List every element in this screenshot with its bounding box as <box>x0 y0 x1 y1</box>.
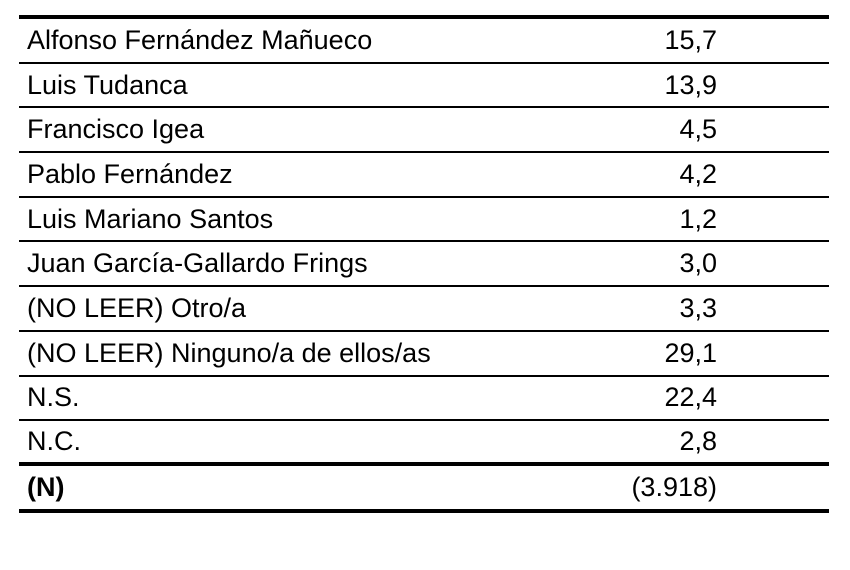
row-label: Pablo Fernández <box>27 158 233 189</box>
table-row: Francisco Igea 4,5 <box>19 108 829 154</box>
results-table: Alfonso Fernández Mañueco 15,7 Luis Tuda… <box>19 15 829 513</box>
total-row: (N) (3.918) <box>19 466 829 513</box>
table-row: (NO LEER) Ninguno/a de ellos/as 29,1 <box>19 332 829 377</box>
row-value: 22,4 <box>664 382 717 413</box>
table-row: N.C. 2,8 <box>19 421 829 466</box>
row-label: N.C. <box>27 426 81 457</box>
row-value: 4,2 <box>679 158 717 189</box>
row-label: N.S. <box>27 382 80 413</box>
table-row: Juan García-Gallardo Frings 3,0 <box>19 242 829 288</box>
row-label: Francisco Igea <box>27 114 205 145</box>
row-label: Luis Mariano Santos <box>27 203 274 234</box>
table-top-rule <box>19 15 829 19</box>
total-value: (3.918) <box>631 471 717 502</box>
row-label: Luis Tudanca <box>27 69 188 100</box>
row-value: 3,3 <box>679 292 717 323</box>
row-value: 29,1 <box>664 337 717 368</box>
row-label: Alfonso Fernández Mañueco <box>27 24 373 55</box>
table-row: (NO LEER) Otro/a 3,3 <box>19 287 829 332</box>
row-value: 3,0 <box>679 248 717 279</box>
row-label: (NO LEER) Ninguno/a de ellos/as <box>27 337 431 368</box>
row-label: (NO LEER) Otro/a <box>27 292 247 323</box>
table-row: Alfonso Fernández Mañueco 15,7 <box>19 19 829 64</box>
table-row: Luis Tudanca 13,9 <box>19 64 829 109</box>
row-value: 4,5 <box>679 114 717 145</box>
row-value: 1,2 <box>679 203 717 234</box>
total-label: (N) <box>27 471 65 502</box>
table-row: Pablo Fernández 4,2 <box>19 153 829 198</box>
row-value: 13,9 <box>664 69 717 100</box>
row-value: 2,8 <box>679 426 717 457</box>
row-label: Juan García-Gallardo Frings <box>27 248 368 279</box>
table-row: N.S. 22,4 <box>19 377 829 422</box>
row-value: 15,7 <box>664 24 717 55</box>
table-row: Luis Mariano Santos 1,2 <box>19 198 829 243</box>
